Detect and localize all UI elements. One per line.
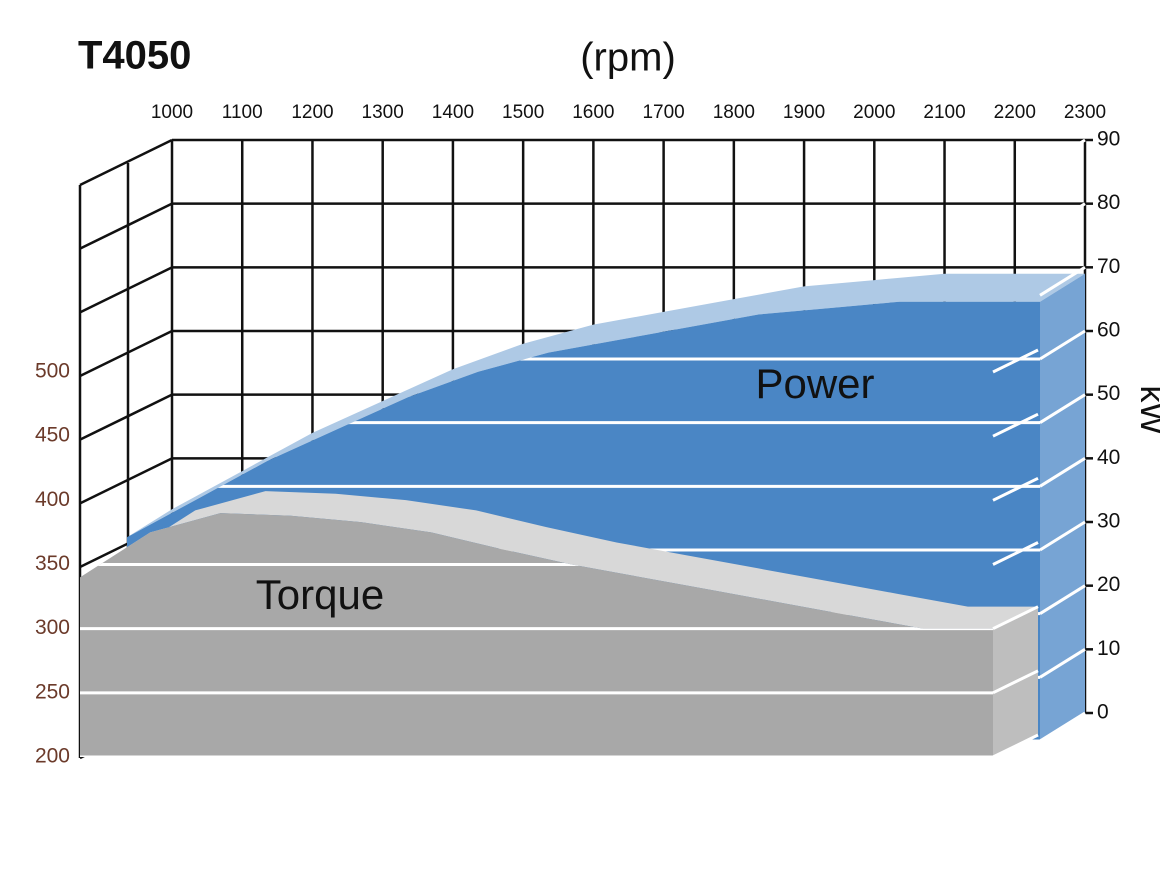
band-line-side [1039, 520, 1086, 552]
band-line-side [1039, 648, 1086, 679]
band-line-side [992, 733, 1039, 759]
band-line-side [1039, 202, 1086, 233]
y2-axis-label: kW [1133, 385, 1160, 434]
x-axis-label: (rpm) [580, 36, 676, 80]
band-line-side [992, 669, 1039, 695]
x-tick-label: 1300 [362, 102, 404, 123]
series-label: Power [755, 360, 874, 407]
y2-tick-label: 0 [1097, 701, 1109, 724]
y-tick-label: 500 [35, 360, 70, 383]
band-line-side [1039, 584, 1086, 615]
band-line-side [1039, 457, 1086, 488]
y2-tick-label: 60 [1097, 319, 1120, 342]
y-tick-label: 400 [35, 488, 70, 511]
wall-grid-line [79, 393, 173, 441]
y-tick-label: 200 [35, 745, 70, 768]
y2-tick-label: 50 [1097, 382, 1120, 405]
chart-title: T4050 [78, 34, 191, 78]
x-tick-label: 1900 [783, 102, 825, 123]
x-tick-label: 2200 [994, 102, 1036, 123]
x-tick-label: 1700 [642, 102, 684, 123]
area-top-surface [127, 273, 1085, 538]
band-line-side [1039, 711, 1086, 743]
area-top-surface [80, 491, 1038, 629]
band-line-side [992, 541, 1039, 566]
wall-grid-line [79, 329, 173, 378]
band-line-side [1039, 329, 1086, 361]
y-tick-label: 250 [35, 680, 70, 703]
band-line-side [1039, 393, 1086, 424]
x-tick-label: 1800 [713, 102, 755, 123]
y-tick-label: 300 [35, 616, 70, 639]
y2-tick-label: 30 [1097, 510, 1120, 533]
band-line-side [992, 348, 1039, 374]
y2-tick-label: 40 [1097, 446, 1120, 469]
x-tick-label: 1200 [291, 102, 333, 123]
x-tick-label: 1100 [222, 102, 263, 123]
area-side [1040, 273, 1085, 741]
x-tick-label: 1500 [502, 102, 544, 123]
wall-grid-line [79, 457, 173, 505]
x-tick-label: 2300 [1064, 102, 1106, 123]
y-tick-label: 350 [35, 552, 70, 575]
band-line-side [992, 412, 1039, 438]
x-tick-label: 2000 [853, 102, 895, 123]
x-tick-label: 1400 [432, 102, 474, 123]
band-line-side [992, 605, 1039, 631]
wall-grid-line [79, 202, 173, 250]
series-label: Torque [256, 571, 384, 618]
x-tick-label: 2100 [923, 102, 965, 123]
band-line-side [992, 476, 1039, 502]
area [80, 513, 993, 757]
y2-tick-label: 10 [1097, 637, 1120, 660]
y2-tick-label: 90 [1097, 128, 1120, 151]
y-tick-label: 450 [35, 424, 70, 447]
wall-grid-line [79, 266, 173, 314]
band-line-side [1039, 138, 1086, 170]
y2-tick-label: 70 [1097, 255, 1120, 278]
x-tick-label: 1000 [151, 102, 193, 123]
y2-tick-label: 20 [1097, 573, 1120, 596]
x-tick-label: 1600 [572, 102, 614, 123]
y2-tick-label: 80 [1097, 191, 1120, 214]
band-line-side [1039, 266, 1086, 297]
wall-grid-line [79, 138, 173, 187]
